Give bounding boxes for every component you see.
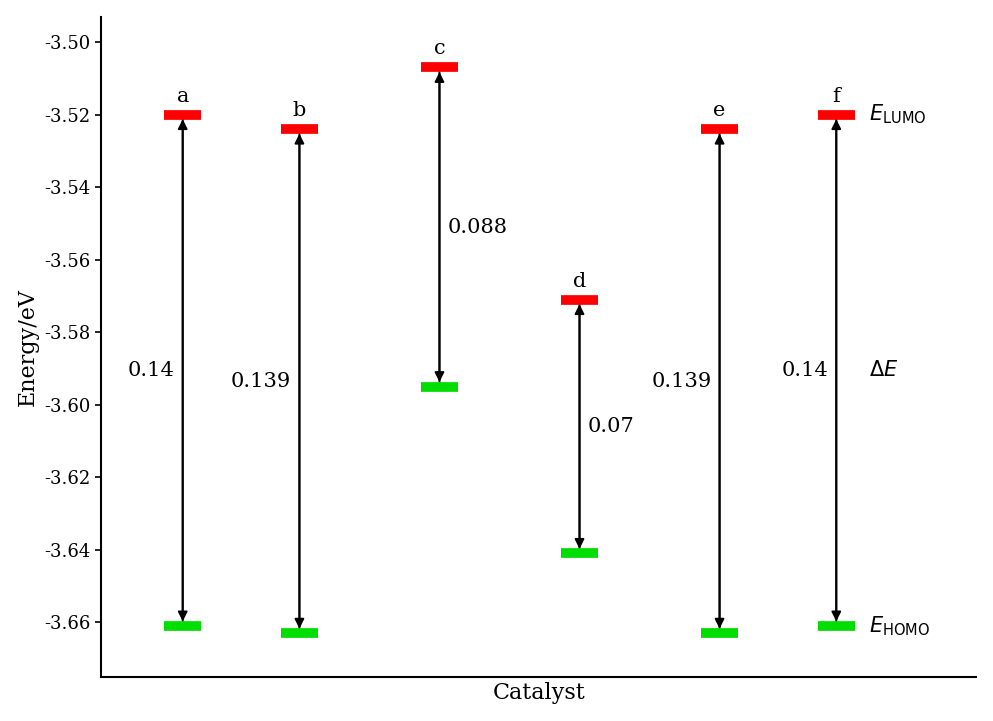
Text: b: b <box>293 101 306 120</box>
Text: 0.139: 0.139 <box>651 372 711 391</box>
Text: $E_{\rm HOMO}$: $E_{\rm HOMO}$ <box>869 614 930 638</box>
Text: 0.14: 0.14 <box>128 360 175 380</box>
Text: $E_{\rm LUMO}$: $E_{\rm LUMO}$ <box>869 103 926 126</box>
Text: a: a <box>177 87 189 105</box>
X-axis label: Catalyst: Catalyst <box>493 682 585 704</box>
Text: d: d <box>573 272 586 291</box>
Text: $\Delta E$: $\Delta E$ <box>869 360 899 380</box>
Text: c: c <box>434 40 445 58</box>
Text: e: e <box>713 101 726 120</box>
Text: 0.139: 0.139 <box>231 372 291 391</box>
Y-axis label: Energy/eV: Energy/eV <box>17 288 39 406</box>
Text: 0.088: 0.088 <box>448 218 507 236</box>
Text: 0.07: 0.07 <box>588 417 635 436</box>
Text: 0.14: 0.14 <box>781 360 828 380</box>
Text: f: f <box>832 87 840 105</box>
